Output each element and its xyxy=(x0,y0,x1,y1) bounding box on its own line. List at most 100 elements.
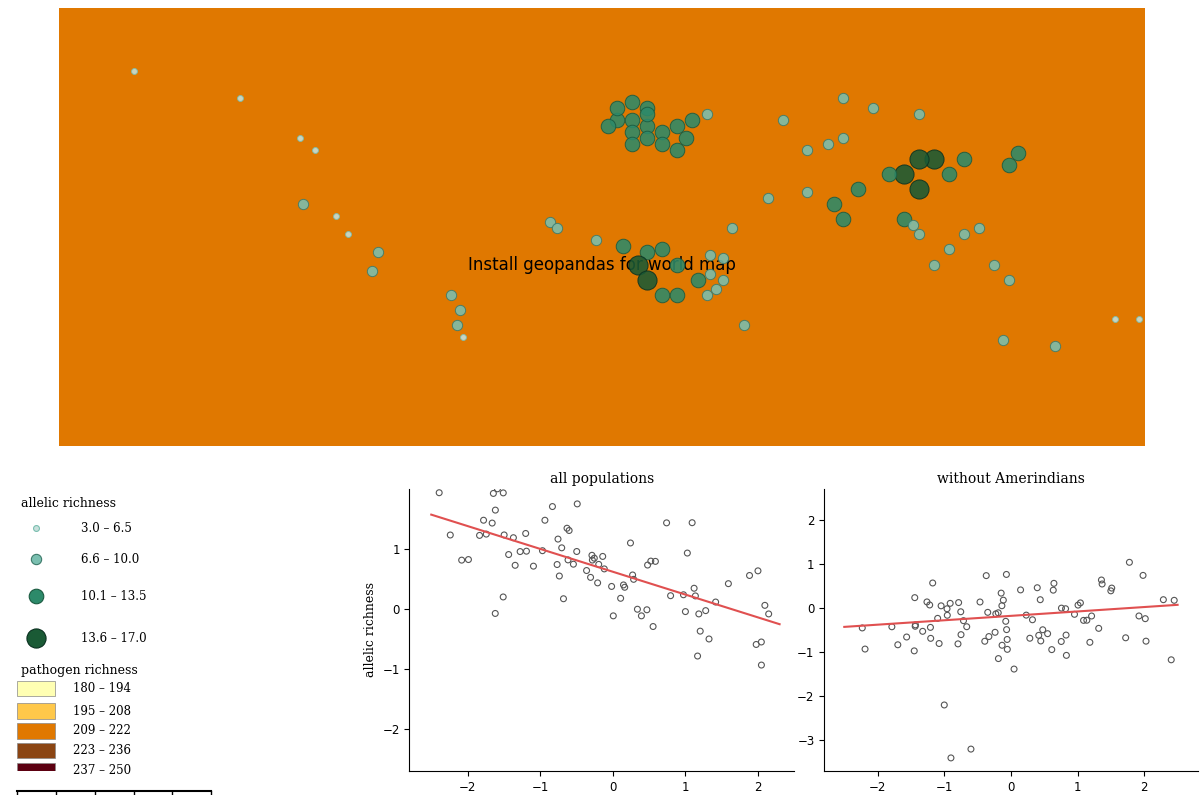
Point xyxy=(604,610,623,622)
Point xyxy=(834,213,853,226)
Point xyxy=(517,545,536,557)
Point xyxy=(940,243,959,256)
Point xyxy=(581,571,600,584)
Point xyxy=(1116,631,1135,644)
Point xyxy=(1057,649,1076,661)
Point xyxy=(448,319,467,332)
Point xyxy=(674,588,694,601)
Point xyxy=(505,559,524,572)
Point xyxy=(290,131,310,144)
Point xyxy=(928,612,947,625)
Point xyxy=(949,596,968,609)
Point xyxy=(1010,584,1030,596)
Point xyxy=(623,138,642,150)
Point xyxy=(713,252,732,265)
Point xyxy=(486,504,505,517)
Point xyxy=(1000,158,1019,171)
Point xyxy=(637,101,656,114)
Point xyxy=(504,531,523,544)
Point xyxy=(667,143,686,156)
Point xyxy=(922,632,941,645)
Point xyxy=(470,529,490,541)
Point xyxy=(691,625,710,638)
Point xyxy=(125,65,144,78)
Point xyxy=(607,113,626,126)
Point xyxy=(1134,569,1153,582)
Bar xyxy=(17,681,54,696)
Point xyxy=(1080,636,1099,649)
Point xyxy=(856,642,875,655)
Title: without Amerindians: without Amerindians xyxy=(937,472,1085,487)
Point xyxy=(992,639,1012,652)
Point xyxy=(752,659,772,672)
Point xyxy=(482,517,502,529)
Point xyxy=(952,628,971,641)
Point xyxy=(1000,273,1019,286)
Point xyxy=(961,743,980,755)
Point xyxy=(894,213,913,226)
Point xyxy=(1078,614,1097,626)
Point xyxy=(1020,632,1039,645)
Point xyxy=(910,107,929,120)
Point xyxy=(1038,627,1057,640)
Point xyxy=(661,589,680,602)
Point xyxy=(749,564,768,577)
Point xyxy=(1056,603,1075,615)
Point xyxy=(1082,610,1102,622)
Point xyxy=(698,107,718,120)
Point xyxy=(1092,574,1111,587)
Point xyxy=(623,126,642,138)
Point xyxy=(450,304,469,316)
Point xyxy=(611,592,630,605)
Point xyxy=(552,541,571,554)
Point xyxy=(689,273,708,286)
Point xyxy=(1102,582,1121,595)
Bar xyxy=(17,762,54,778)
Point xyxy=(1052,602,1072,615)
Bar xyxy=(17,743,54,758)
Point xyxy=(864,101,883,114)
Point xyxy=(923,576,942,589)
Point xyxy=(931,599,950,612)
Point xyxy=(688,650,707,662)
Point xyxy=(894,168,913,180)
Point xyxy=(751,636,770,649)
Point xyxy=(26,522,46,535)
Point xyxy=(583,553,602,566)
Point xyxy=(338,228,358,241)
Text: 13.6 – 17.0: 13.6 – 17.0 xyxy=(80,632,146,645)
Point xyxy=(888,638,907,651)
Point xyxy=(948,638,967,650)
Point xyxy=(1102,584,1121,597)
Point xyxy=(293,198,312,211)
Point xyxy=(667,289,686,301)
Text: 6.6 – 10.0: 6.6 – 10.0 xyxy=(80,553,139,566)
Point xyxy=(599,119,618,132)
Point xyxy=(1068,599,1087,611)
Point xyxy=(935,699,954,712)
Point xyxy=(535,514,554,526)
Point xyxy=(637,107,656,120)
Point xyxy=(1009,146,1028,159)
Point xyxy=(542,500,562,513)
Point xyxy=(994,594,1013,607)
Point xyxy=(516,527,535,540)
Point xyxy=(997,643,1016,656)
Point xyxy=(637,119,656,132)
Point xyxy=(746,638,766,651)
Point xyxy=(1044,584,1063,596)
Point xyxy=(941,597,960,610)
Point xyxy=(368,246,388,259)
Point xyxy=(1016,609,1036,622)
Point xyxy=(486,607,505,620)
Point xyxy=(930,637,949,650)
Point xyxy=(1136,634,1156,647)
Point xyxy=(637,273,656,286)
Point xyxy=(454,331,473,343)
Point xyxy=(698,289,718,301)
Point xyxy=(613,240,632,253)
Point xyxy=(834,92,853,105)
Point xyxy=(589,558,608,571)
Point xyxy=(970,222,989,235)
Point xyxy=(984,258,1003,271)
